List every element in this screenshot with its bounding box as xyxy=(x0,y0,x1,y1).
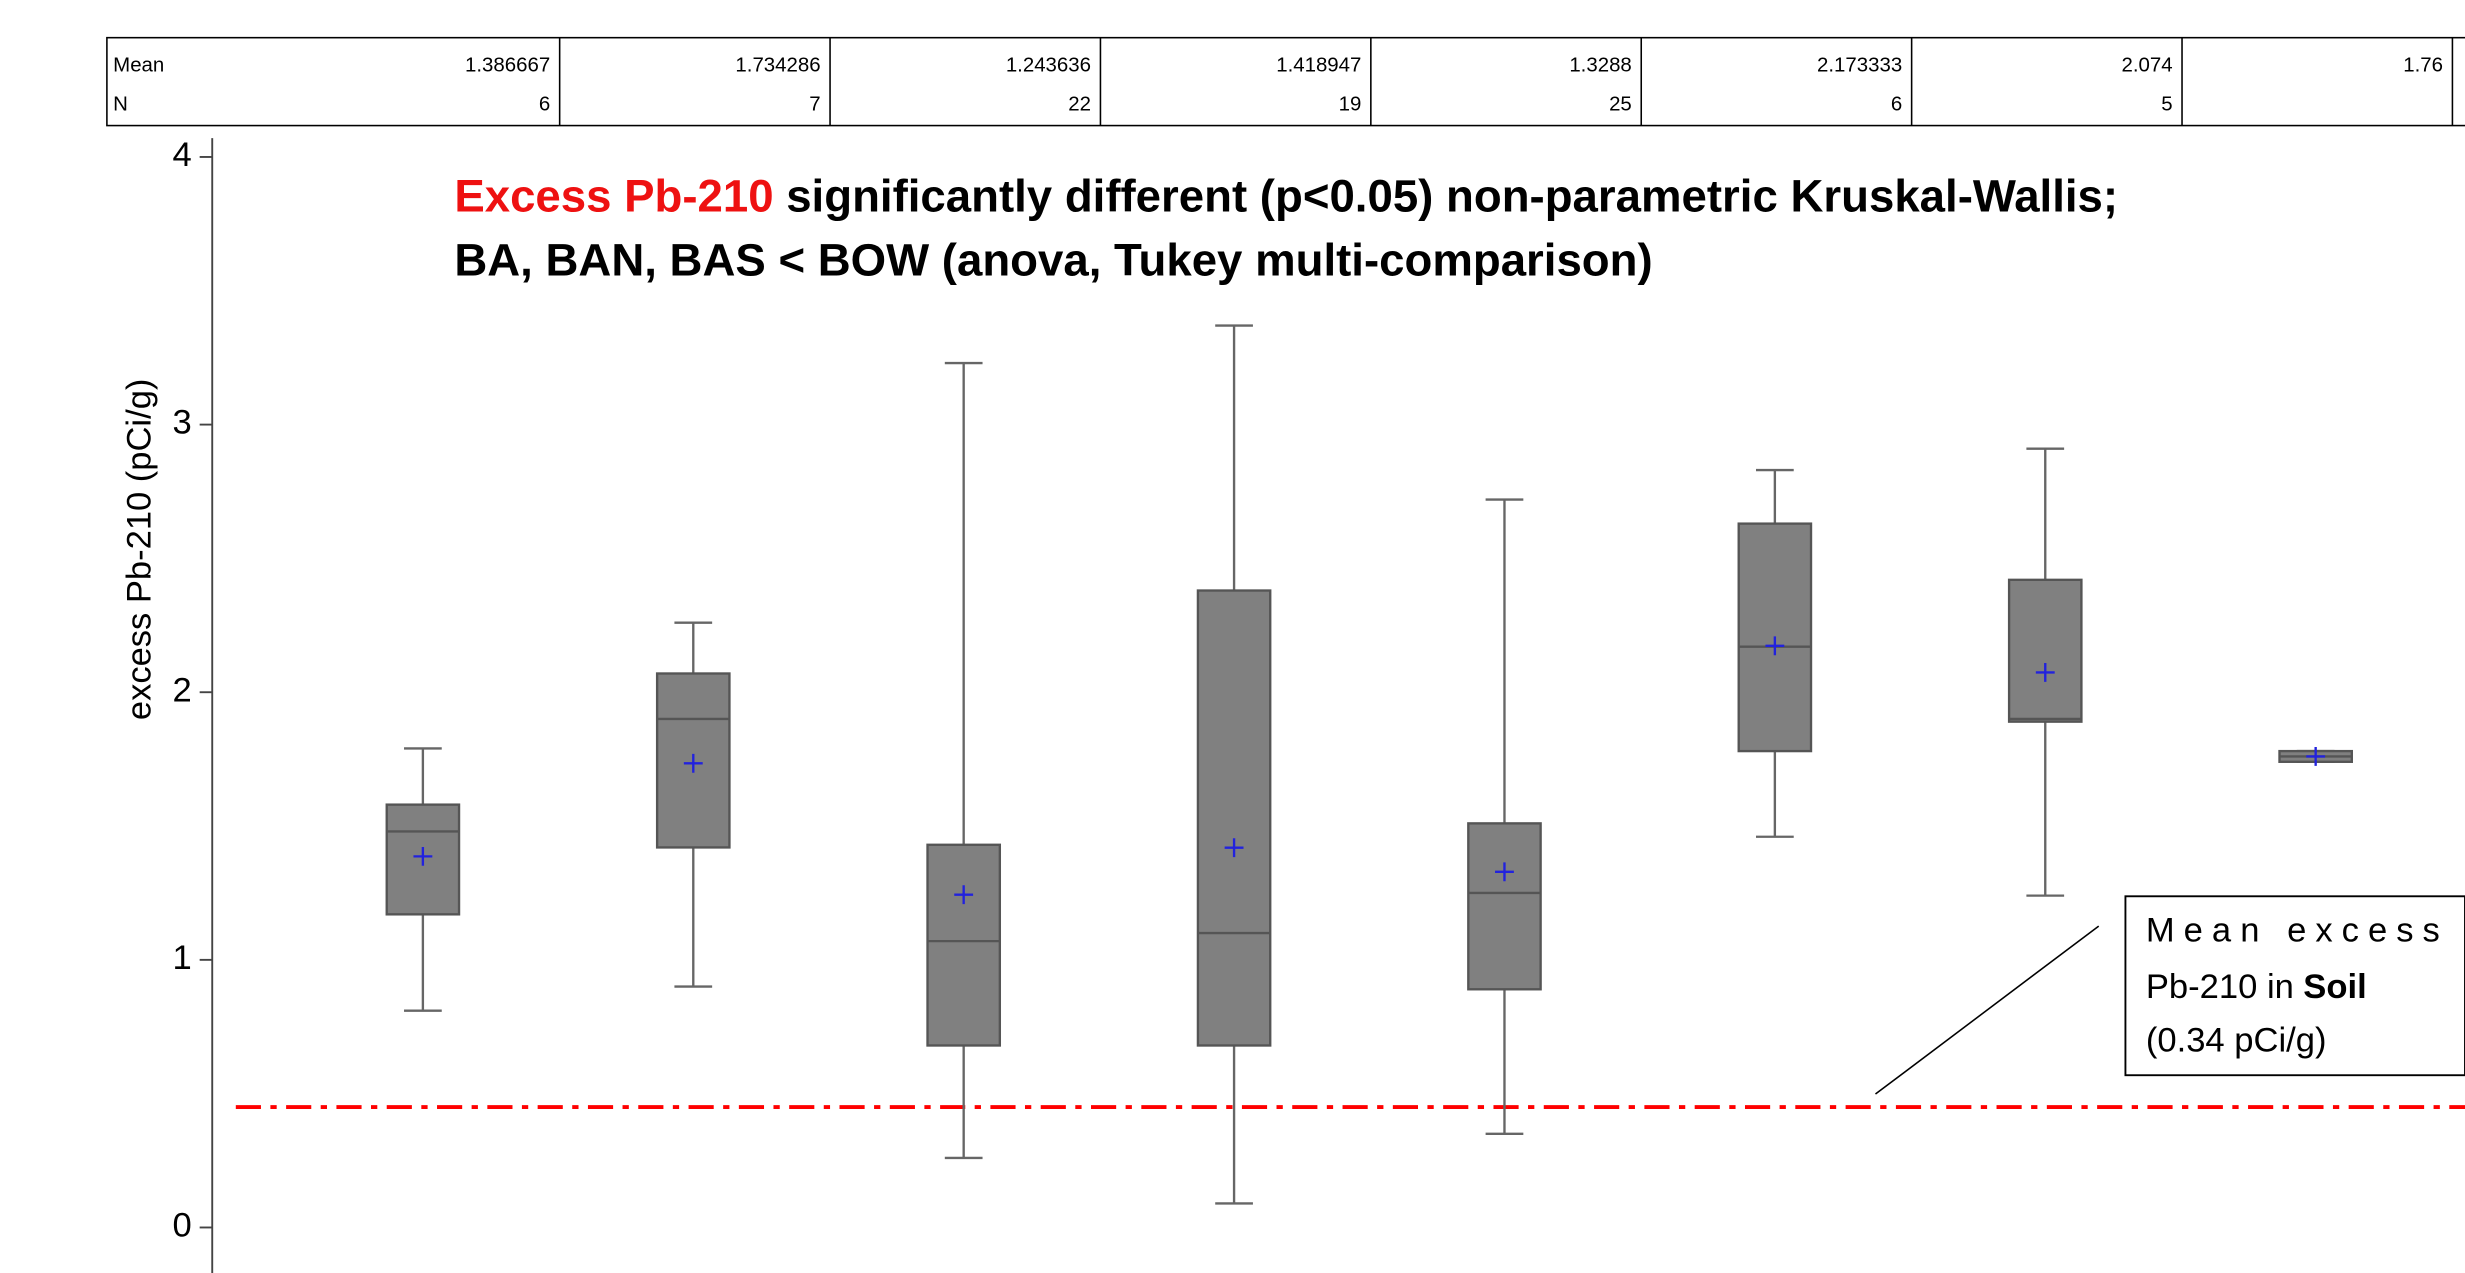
title-text: significantly different (p<0.05) non-par… xyxy=(786,170,2118,221)
y-tick-label: 4 xyxy=(173,136,192,174)
annotation-text: Pb-210 in xyxy=(2146,968,2294,1006)
table-n: 6 xyxy=(539,94,550,116)
annotation-text: (0.34 pCi/g) xyxy=(2146,1021,2327,1059)
mean-marker xyxy=(1495,862,1514,882)
mean-marker xyxy=(1765,636,1785,656)
y-tick-label: 3 xyxy=(173,404,192,442)
table-mean: 1.734286 xyxy=(735,54,820,76)
table-n: 5 xyxy=(2161,94,2172,116)
table-mean: 1.418947 xyxy=(1276,54,1361,76)
table-mean: 1.243636 xyxy=(1006,54,1091,76)
y-tick-label: 2 xyxy=(173,671,192,709)
table-row-label: N xyxy=(113,94,128,116)
mean-marker xyxy=(1224,838,1244,858)
title: Excess Pb-210 significantly different (p<… xyxy=(454,170,2118,221)
annotation-bold: Soil xyxy=(2303,968,2366,1006)
title: BA, BAN, BAS < BOW (anova, Tukey multi-c… xyxy=(454,235,1652,286)
box xyxy=(2007,578,2083,723)
mean-marker xyxy=(2306,747,2326,766)
mean-marker xyxy=(413,846,433,866)
table-n: 7 xyxy=(809,94,820,116)
y-tick-label: 1 xyxy=(173,939,192,977)
table-border xyxy=(106,36,2465,127)
mean-marker xyxy=(683,753,703,773)
y-tick-label: 0 xyxy=(173,1207,192,1245)
annotation-text: Mean excess xyxy=(2146,912,2440,950)
box xyxy=(1467,822,1542,991)
table-n: 6 xyxy=(1891,94,1902,116)
table-mean: 2.173333 xyxy=(1817,54,1902,76)
title-highlight: Excess Pb-210 xyxy=(454,170,773,221)
table-mean: 1.3288 xyxy=(1569,54,1631,76)
y-axis-label: excess Pb-210 (pCi/g) xyxy=(121,379,159,721)
annotation-text: Pb-210 in Soil xyxy=(2146,968,2367,1006)
table-n: 25 xyxy=(1609,94,1632,116)
table-mean: 2.074 xyxy=(2121,54,2172,76)
box xyxy=(1196,589,1272,1047)
box xyxy=(926,843,1002,1047)
mean-marker xyxy=(954,885,974,905)
table-row-label: Mean xyxy=(113,54,164,76)
annotation-pointer xyxy=(1875,925,2100,1095)
mean-marker xyxy=(2035,663,2055,682)
table-mean: 1.76 xyxy=(2403,54,2443,76)
table-mean: 1.386667 xyxy=(465,54,550,76)
annotation-box xyxy=(2124,895,2465,1077)
table-n: 19 xyxy=(1339,94,1362,116)
table-n: 22 xyxy=(1068,94,1091,116)
